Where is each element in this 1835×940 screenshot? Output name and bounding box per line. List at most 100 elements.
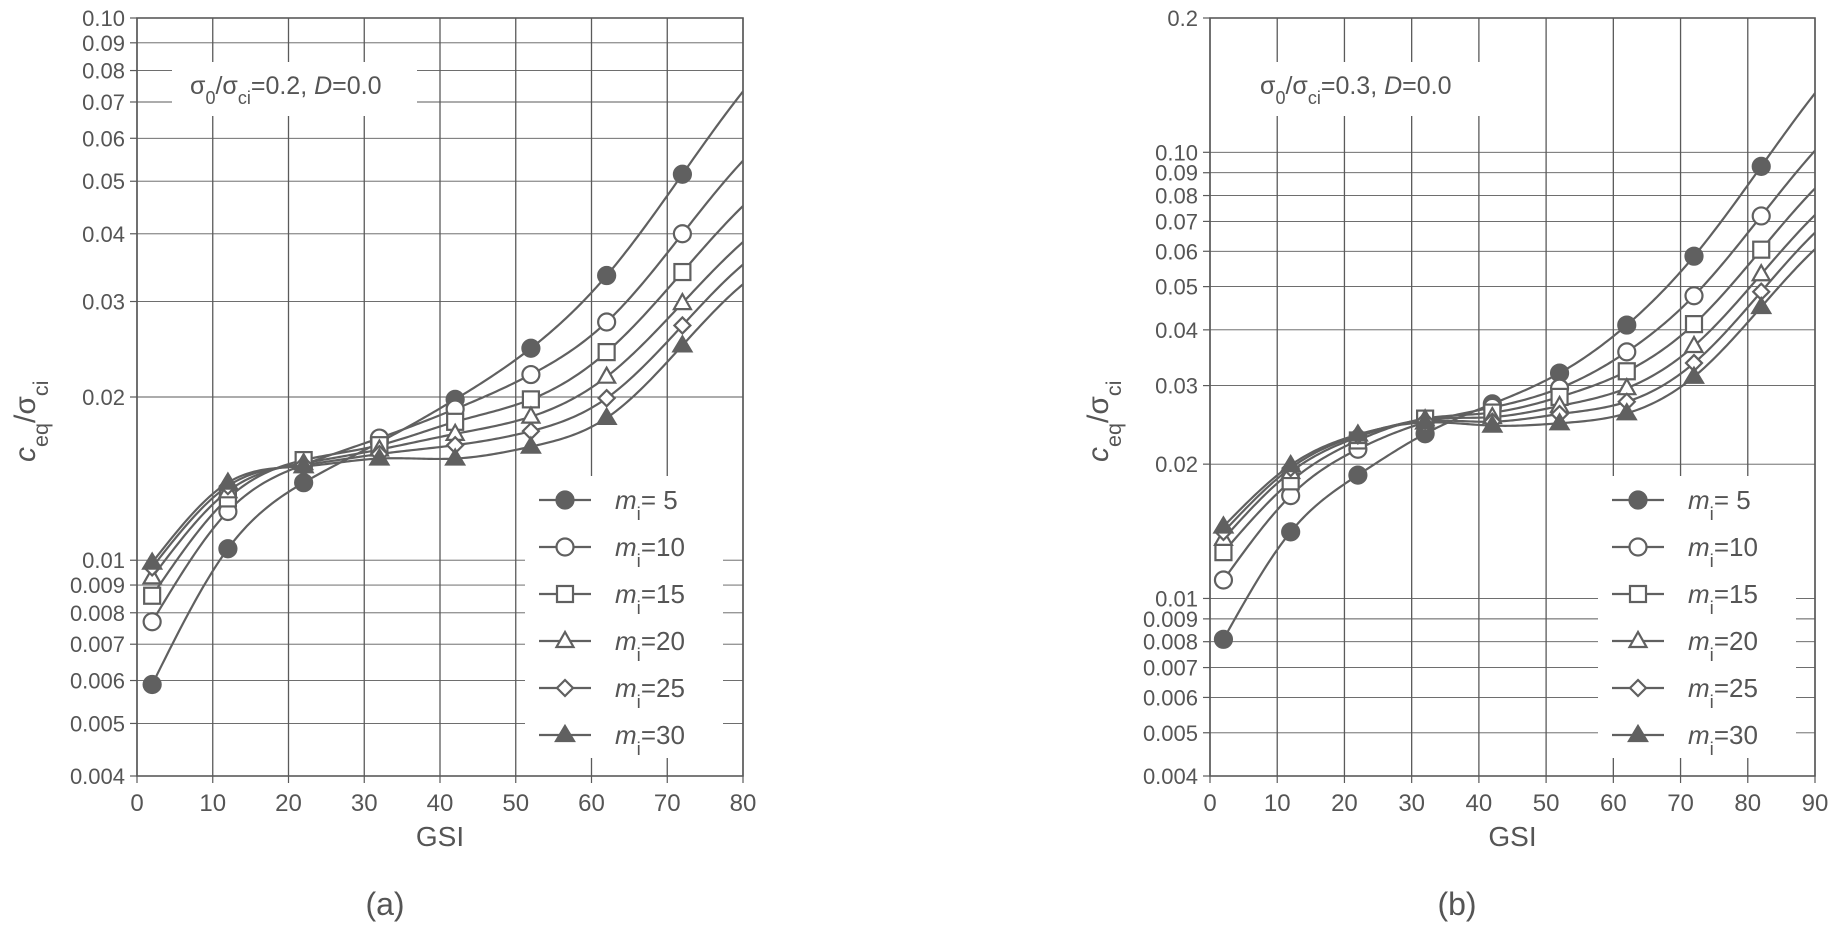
legend-box	[525, 476, 723, 758]
data-point	[368, 447, 391, 466]
legend-item: mi=25	[1612, 673, 1758, 712]
series-mi-30	[1212, 295, 1773, 534]
data-point	[292, 455, 315, 474]
legend-item: mi=20	[1612, 626, 1758, 665]
legend-label: mi=15	[615, 579, 685, 618]
x-tick-label: 30	[1398, 790, 1425, 817]
y-tick-label: 0.03	[82, 290, 125, 315]
data-point	[1684, 286, 1704, 306]
x-tick-label: 0	[130, 790, 143, 817]
y-tick-label: 0.009	[1143, 607, 1198, 632]
data-point	[672, 315, 692, 336]
y-tick-label: 0.08	[1155, 184, 1198, 209]
y-tick-label: 0.06	[82, 126, 125, 151]
annotation-text: σ0/σci=0.2, D=0.0	[190, 72, 382, 108]
data-point	[1213, 629, 1234, 649]
y-tick-label: 0.01	[1155, 586, 1198, 611]
data-point	[218, 539, 238, 559]
x-axis-label: GSI	[1488, 821, 1536, 852]
data-point	[1617, 315, 1637, 335]
legend-item: mi= 5	[539, 485, 678, 524]
legend-item: mi=20	[539, 626, 685, 665]
data-point	[1214, 543, 1233, 562]
x-tick-label: 10	[1264, 790, 1291, 817]
data-point	[521, 364, 541, 385]
data-point	[1279, 453, 1302, 473]
data-point	[1346, 423, 1369, 442]
data-point	[1617, 342, 1637, 362]
y-tick-label: 0.005	[1143, 721, 1198, 746]
data-point	[519, 435, 542, 454]
legend-label: mi=25	[615, 673, 685, 712]
data-point	[1281, 522, 1301, 542]
legend-label: mi= 5	[615, 485, 678, 524]
x-tick-label: 90	[1802, 790, 1829, 817]
x-tick-label: 80	[1734, 790, 1761, 817]
data-point	[595, 406, 618, 426]
y-tick-label: 0.05	[1155, 275, 1198, 300]
data-point	[294, 473, 314, 493]
series-lines	[1222, 91, 1815, 640]
data-point	[1683, 334, 1705, 354]
series-line-mi-30	[1222, 247, 1815, 528]
y-tick-label: 0.05	[82, 169, 125, 194]
x-tick-label: 50	[502, 790, 529, 817]
legend-marker	[1627, 723, 1649, 743]
data-point	[142, 612, 162, 632]
y-tick-label: 0.02	[1155, 452, 1198, 477]
series-line-mi-25	[1222, 231, 1815, 533]
data-point	[142, 674, 162, 695]
legend-item: mi=30	[539, 720, 685, 759]
legend-label: mi=30	[615, 720, 685, 759]
y-tick-label: 0.04	[1155, 318, 1198, 343]
y-tick-label: 0.007	[1143, 656, 1198, 681]
data-point	[444, 447, 467, 466]
panel-label: (a)	[365, 886, 404, 922]
x-axis-label: GSI	[416, 821, 464, 852]
data-point	[1683, 365, 1705, 384]
x-tick-label: 40	[1466, 790, 1493, 817]
data-point	[1750, 262, 1772, 282]
series-line-mi-5	[1222, 91, 1815, 640]
y-tick-label: 0.02	[82, 385, 125, 410]
legend-label: mi= 5	[1688, 485, 1751, 524]
legend-marker	[555, 584, 575, 604]
y-tick-label: 0.2	[1167, 6, 1198, 31]
x-tick-label: 40	[427, 790, 454, 817]
data-point	[1684, 246, 1704, 266]
data-point	[1348, 465, 1368, 485]
legend-label: mi=20	[615, 626, 685, 665]
x-tick-label: 70	[654, 790, 681, 817]
data-point	[1548, 412, 1571, 431]
y-tick-label: 0.07	[1155, 209, 1198, 234]
legend-marker	[1628, 678, 1648, 698]
legend-marker	[554, 723, 576, 743]
y-axis-label: ceq/σci	[9, 381, 53, 463]
data-point	[596, 365, 618, 384]
y-tick-label: 0.08	[82, 59, 125, 84]
data-point	[1481, 414, 1504, 433]
data-point	[521, 338, 541, 358]
x-tick-label: 60	[1600, 790, 1627, 817]
x-tick-label: 60	[578, 790, 605, 817]
data-point	[1751, 156, 1771, 176]
data-point	[1615, 402, 1638, 421]
x-tick-label: 0	[1203, 790, 1216, 817]
legend-label: mi=10	[615, 532, 685, 571]
legend-item: mi=15	[539, 579, 685, 618]
y-axis-label: ceq/σci	[1082, 381, 1126, 463]
data-point	[521, 390, 541, 409]
series-mi-30	[141, 334, 694, 570]
data-point	[597, 388, 617, 408]
legend-box	[1598, 476, 1796, 758]
x-tick-label: 80	[730, 790, 757, 817]
y-tick-label: 0.09	[82, 31, 125, 56]
x-tick-label: 20	[275, 790, 302, 817]
data-point	[1752, 240, 1771, 259]
annotation-text: σ0/σci=0.3, D=0.0	[1260, 72, 1452, 108]
legend-label: mi=30	[1688, 720, 1758, 759]
y-tick-label: 0.06	[1155, 239, 1198, 264]
x-tick-label: 70	[1667, 790, 1694, 817]
panel-label: (b)	[1437, 886, 1476, 922]
